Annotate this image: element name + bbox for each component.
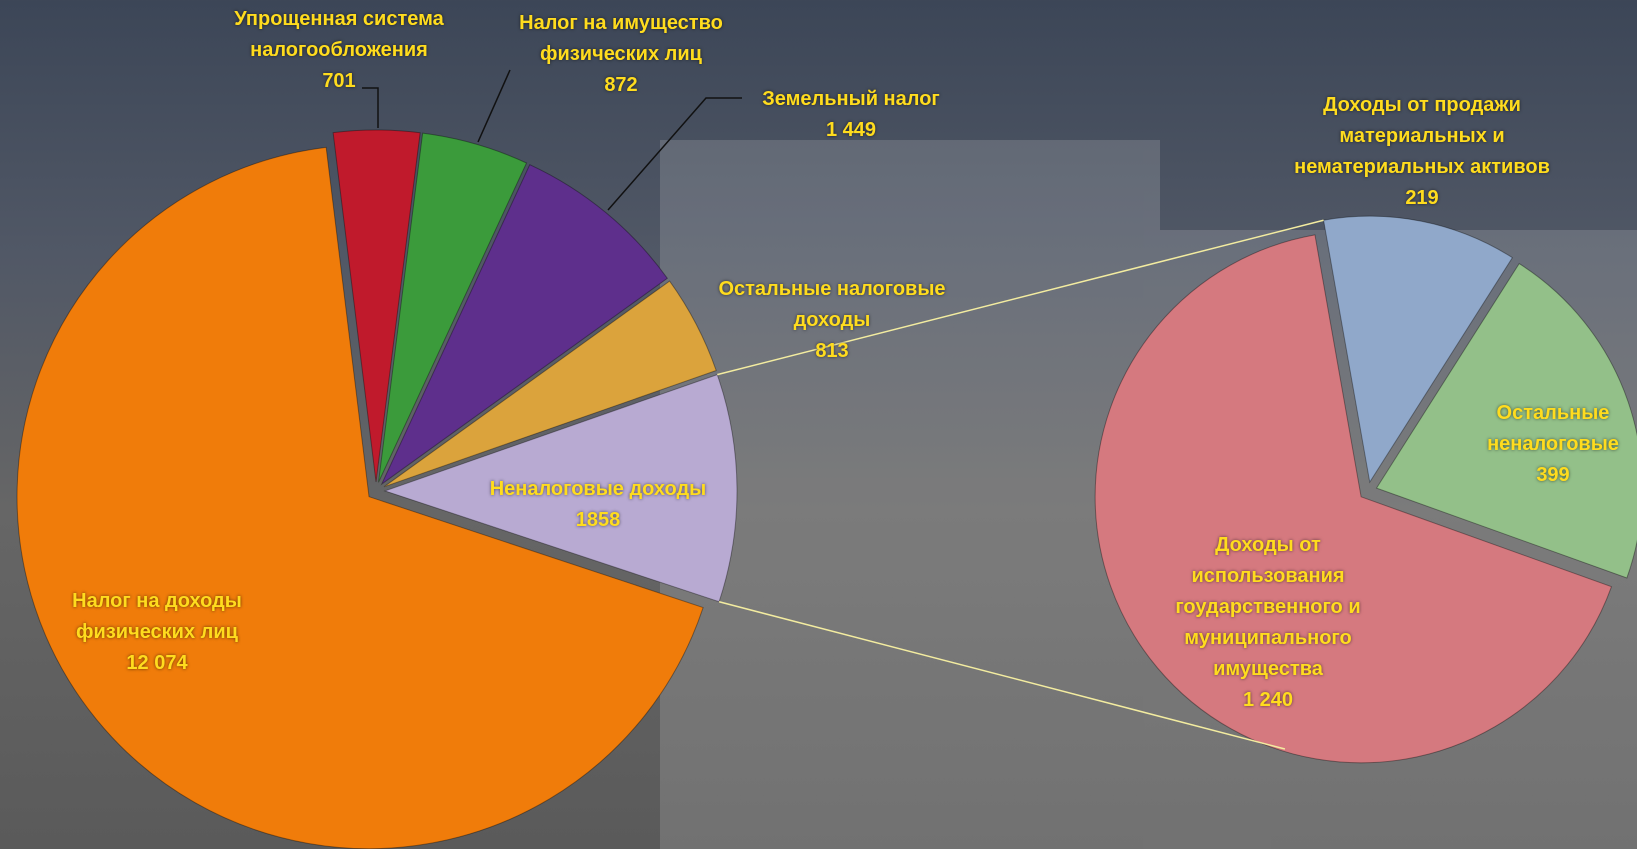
pie-slice: [1094, 234, 1613, 764]
category-label: Остальные налоговые доходы: [718, 278, 946, 331]
pie-slice: [16, 146, 704, 849]
value-label: 1 449: [825, 119, 877, 141]
leader-line: [477, 69, 511, 143]
pie-slice: [377, 132, 528, 483]
value-label: 12 074: [126, 652, 188, 674]
value-label: 399: [1536, 464, 1570, 486]
data-label: Остальные неналоговые 399: [1468, 398, 1637, 491]
category-label: Неналоговые доходы: [489, 478, 707, 500]
pie-slice: [383, 373, 738, 603]
pie-slice: [1322, 215, 1514, 484]
pie-slice: [332, 129, 421, 483]
category-label: Упрощенная система налогообложения: [234, 8, 444, 61]
data-label: Земельный налог 1 449: [721, 84, 981, 146]
leader-line: [607, 97, 742, 211]
category-label: Доходы от использования гоударственного …: [1175, 534, 1361, 680]
category-label: Остальные неналоговые: [1487, 402, 1619, 455]
data-label: Остальные налоговые доходы 813: [702, 274, 962, 367]
value-label: 1858: [575, 509, 621, 531]
pie-slice: [380, 164, 669, 486]
data-label: Налог на доходы физических лиц 12 074: [27, 586, 287, 679]
value-label: 872: [604, 74, 638, 96]
connector-line: [718, 601, 1286, 750]
value-label: 701: [322, 70, 356, 92]
connector-line: [717, 219, 1324, 376]
value-label: 813: [815, 340, 849, 362]
data-label: Доходы от использования гоударственного …: [1148, 530, 1388, 716]
data-label: Неналоговые доходы 1858: [463, 474, 733, 536]
category-label: Налог на доходы физических лиц: [72, 590, 242, 643]
category-label: Налог на имущество физических лиц: [519, 12, 723, 65]
value-label: 219: [1405, 187, 1439, 209]
pie-slice: [1375, 262, 1637, 579]
pie-slice: [383, 280, 717, 488]
data-label: Упрощенная система налогообложения 701: [209, 4, 469, 97]
value-label: 1 240: [1242, 689, 1294, 711]
data-label: Налог на имущество физических лиц 872: [491, 8, 751, 101]
category-label: Доходы от продажи материальных и нематер…: [1294, 94, 1550, 178]
category-label: Земельный налог: [762, 88, 940, 110]
data-label: Доходы от продажи материальных и нематер…: [1262, 90, 1582, 214]
leader-line: [362, 87, 379, 128]
